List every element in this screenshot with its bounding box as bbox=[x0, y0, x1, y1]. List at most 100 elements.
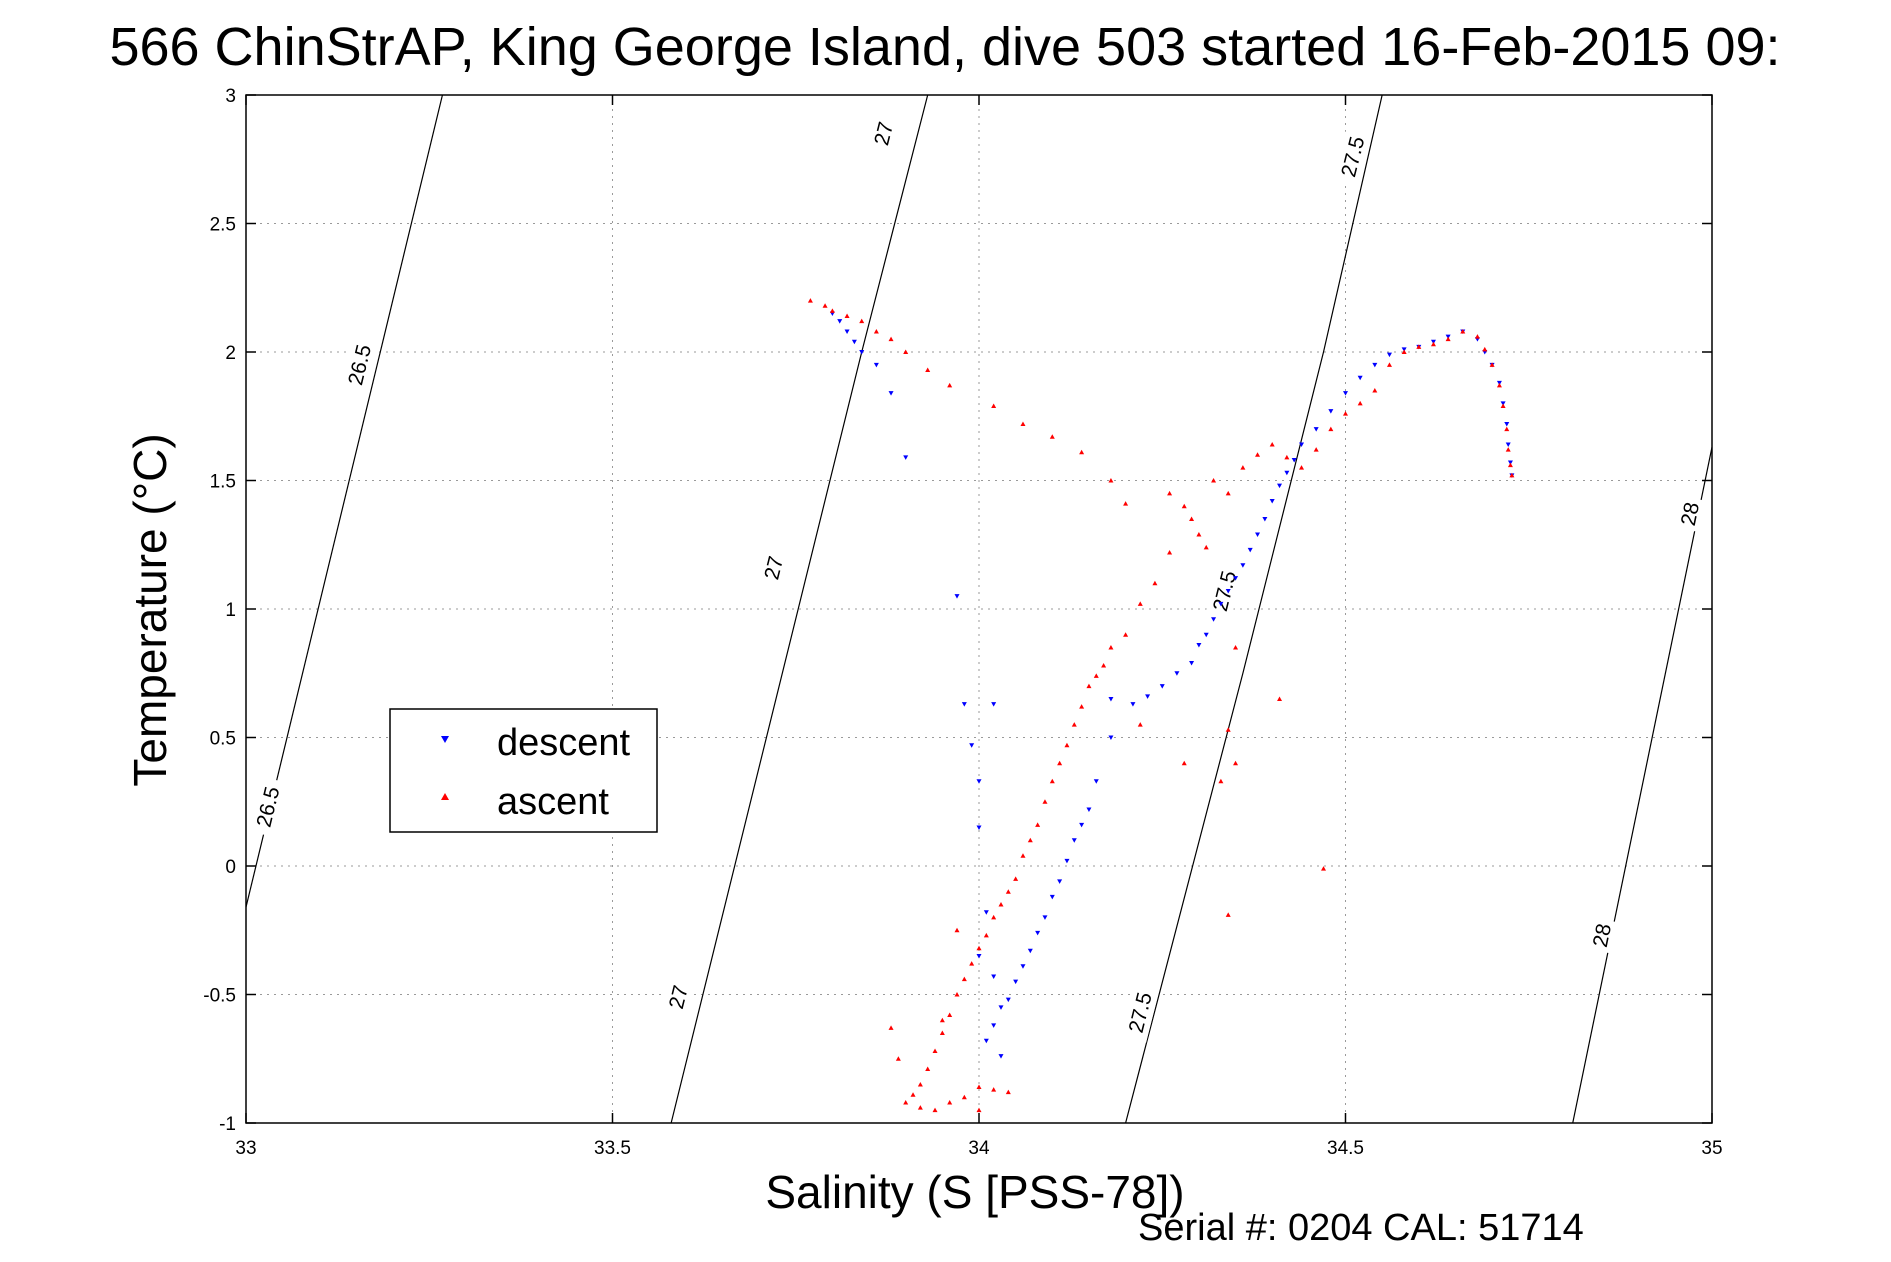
descent-point bbox=[1020, 964, 1026, 969]
descent-point bbox=[1086, 807, 1092, 812]
ascent-point bbox=[917, 1081, 923, 1087]
ascent-point bbox=[1020, 853, 1026, 858]
ascent-point bbox=[1357, 400, 1363, 406]
ascent-point bbox=[1233, 645, 1239, 650]
descent-point bbox=[1093, 779, 1099, 784]
ascent-point bbox=[932, 1048, 938, 1054]
x-tick-label: 33 bbox=[235, 1138, 256, 1159]
descent-point bbox=[1203, 632, 1209, 638]
ascent-point bbox=[1181, 503, 1187, 509]
x-axis-label: Salinity (S [PSS-78]) bbox=[765, 1166, 1184, 1218]
ascent-point bbox=[947, 1099, 953, 1105]
descent-point bbox=[998, 1054, 1004, 1059]
descent-point bbox=[991, 974, 997, 980]
descent-point bbox=[1240, 563, 1246, 568]
ascent-point bbox=[1401, 349, 1407, 354]
ascent-point bbox=[947, 1012, 953, 1018]
x-tick-label: 33.5 bbox=[594, 1138, 631, 1159]
x-tick-label: 35 bbox=[1701, 1138, 1722, 1159]
ascent-point bbox=[1277, 696, 1283, 701]
ascent-point bbox=[1152, 580, 1158, 586]
contour-label-bg bbox=[340, 334, 379, 396]
contour-label-bg bbox=[1586, 917, 1619, 954]
ascent-point bbox=[1504, 426, 1510, 432]
ascent-point bbox=[1137, 601, 1143, 606]
descent-point bbox=[1027, 948, 1033, 954]
ascent-point bbox=[1269, 442, 1275, 447]
ascent-point bbox=[1255, 452, 1261, 457]
ascent-point bbox=[1079, 449, 1085, 455]
axis-ticks: 33 33.5 34 34.5 35 -1 -0.5 0 0.5 1 1.5 2 2.5 3 bbox=[203, 86, 1722, 1159]
y-tick-label: 0 bbox=[225, 857, 236, 878]
descent-point bbox=[1174, 671, 1180, 676]
descent-point bbox=[1211, 617, 1217, 622]
contour-line-26-5 bbox=[245, 94, 444, 908]
descent-point bbox=[1313, 427, 1319, 432]
ascent-point bbox=[1042, 799, 1048, 804]
descent-point bbox=[1145, 694, 1151, 699]
ascent-point bbox=[917, 1105, 923, 1110]
ascent-point bbox=[991, 403, 997, 408]
ascent-point bbox=[1489, 362, 1495, 367]
ascent-point bbox=[844, 313, 850, 319]
ascent-point bbox=[873, 328, 879, 334]
y-tick-label: 1 bbox=[225, 600, 236, 621]
descent-point bbox=[1057, 879, 1063, 884]
contour-label-group: 28 bbox=[1674, 495, 1706, 533]
ascent-point bbox=[1005, 1089, 1011, 1095]
ascent-point bbox=[961, 976, 967, 982]
descent-point bbox=[983, 1038, 989, 1044]
x-tick-label: 34.5 bbox=[1327, 1138, 1364, 1159]
ascent-point bbox=[1203, 544, 1209, 550]
contour-label-bg bbox=[1120, 982, 1160, 1043]
contour-label-bg bbox=[757, 549, 791, 587]
legend-descent-label: descent bbox=[497, 722, 631, 764]
ascent-point bbox=[1284, 454, 1290, 460]
ascent-point bbox=[1313, 447, 1319, 452]
legend-box bbox=[389, 708, 658, 833]
ascent-point bbox=[1507, 462, 1513, 468]
y-tick-label: 3 bbox=[225, 86, 236, 107]
descent-point bbox=[873, 362, 879, 368]
ascent-point bbox=[991, 914, 997, 920]
ascent-point bbox=[932, 1107, 938, 1113]
ascent-point bbox=[1181, 760, 1187, 766]
descent-point bbox=[1130, 702, 1136, 707]
descent-point bbox=[1262, 517, 1268, 522]
ascent-point bbox=[1496, 382, 1502, 388]
descent-point bbox=[998, 1005, 1004, 1010]
descent-point bbox=[1357, 375, 1363, 381]
ascent-point bbox=[939, 1030, 945, 1036]
ascent-point bbox=[925, 1066, 931, 1072]
ascent-point bbox=[1137, 722, 1143, 727]
descent-point bbox=[1108, 735, 1114, 740]
contour-label: 27 bbox=[665, 983, 693, 1011]
descent-point bbox=[1049, 894, 1055, 900]
ascent-point bbox=[1474, 334, 1480, 339]
ascent-point bbox=[1123, 632, 1129, 637]
density-contours: 26.5 26.5 27 27 27 27.5 27.5 27.5 28 28 bbox=[245, 94, 1713, 1124]
descent-point bbox=[1042, 915, 1048, 920]
contour-label-group: 27.5 bbox=[1333, 126, 1373, 187]
ascent-point bbox=[903, 1099, 909, 1105]
descent-point bbox=[1255, 532, 1261, 537]
ascent-point bbox=[1071, 722, 1077, 727]
ascent-point bbox=[1035, 822, 1041, 827]
ascent-point bbox=[888, 1025, 894, 1030]
contour-label: 26.5 bbox=[344, 342, 376, 387]
chart-title: 566 ChinStrAP, King George Island, dive … bbox=[109, 17, 1780, 77]
ascent-point bbox=[1057, 760, 1063, 766]
descent-point bbox=[1504, 421, 1510, 427]
ascent-point bbox=[1240, 465, 1246, 470]
descent-point bbox=[1218, 601, 1224, 607]
contour-label: 28 bbox=[1589, 922, 1616, 950]
descent-point bbox=[1247, 547, 1253, 553]
contour-label-bg bbox=[248, 776, 288, 838]
descent-point bbox=[1013, 979, 1019, 985]
y-tick-label: 2.5 bbox=[210, 215, 236, 236]
descent-point bbox=[1079, 822, 1085, 828]
legend-ascent-marker bbox=[441, 793, 449, 800]
ascent-point bbox=[1167, 490, 1173, 496]
descent-point bbox=[837, 319, 843, 324]
contour-line-27-5 bbox=[1125, 94, 1383, 1124]
